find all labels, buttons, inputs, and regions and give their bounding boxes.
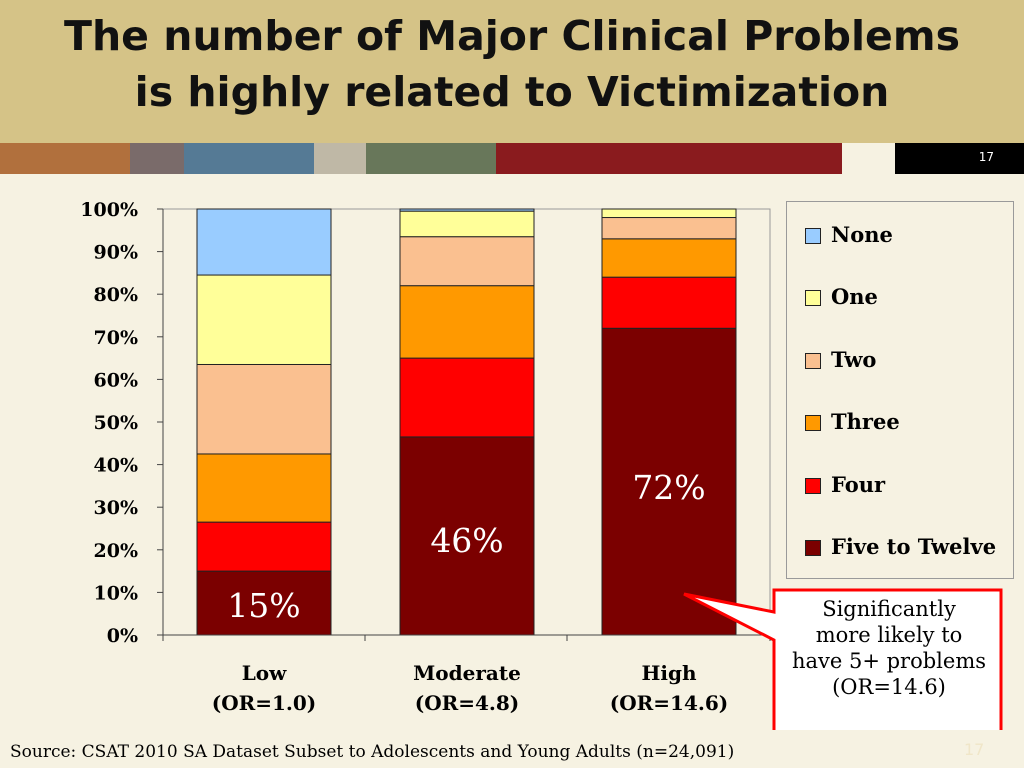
bar-segment xyxy=(399,357,535,438)
callout-line-2: more likely to xyxy=(815,623,963,647)
stripe-segment xyxy=(496,143,842,174)
bar-segment xyxy=(196,521,332,572)
x-tick-label: (OR=14.6) xyxy=(610,691,728,715)
stripe-segment xyxy=(314,143,366,174)
y-tick-label: 20% xyxy=(94,540,139,562)
bar-segment xyxy=(601,276,737,329)
stripe-segment xyxy=(130,143,184,174)
faint-slide-number: 17 xyxy=(964,740,985,759)
legend-label: Four xyxy=(831,472,886,497)
bar-segment xyxy=(601,208,737,219)
bar-segment xyxy=(399,208,535,212)
bar-segment xyxy=(601,238,737,278)
title-band xyxy=(0,0,1024,143)
stripe-segment xyxy=(184,143,314,174)
legend-label: None xyxy=(831,222,893,247)
bar-segment xyxy=(601,327,737,636)
y-tick-label: 100% xyxy=(80,199,138,221)
legend-swatch xyxy=(805,540,821,556)
bar-segment xyxy=(196,363,332,455)
bar-segment xyxy=(196,453,332,523)
data-label: 46% xyxy=(430,521,503,560)
legend-swatch xyxy=(805,290,821,306)
callout-line-4: (OR=14.6) xyxy=(832,675,946,699)
bar-segment xyxy=(399,285,535,359)
y-tick-label: 70% xyxy=(94,327,139,349)
y-tick-label: 80% xyxy=(94,284,139,306)
y-tick-label: 0% xyxy=(107,625,138,647)
y-tick-label: 10% xyxy=(94,582,139,604)
y-tick-label: 50% xyxy=(94,412,139,434)
legend-label: Five to Twelve xyxy=(831,534,997,559)
bar-segment xyxy=(196,274,332,365)
x-tick-label: Moderate xyxy=(413,661,521,685)
bar-segment xyxy=(196,208,332,276)
bar-segment xyxy=(196,570,332,636)
title-line-1: The number of Major Clinical Problems xyxy=(64,12,960,60)
x-tick-label: Low xyxy=(242,661,287,685)
legend-swatch xyxy=(805,478,821,494)
stacked-bar-chart: 0% 10% 20% 30% 40% 50% 60% 70% 80% 90% 100% Low (OR=… xyxy=(80,199,1003,730)
legend-swatch xyxy=(805,415,821,431)
data-label: 15% xyxy=(227,586,300,625)
bar-segment xyxy=(399,436,535,636)
y-tick-label: 90% xyxy=(94,242,139,264)
x-tick-label: (OR=1.0) xyxy=(212,691,317,715)
y-tick-label: 60% xyxy=(94,369,139,391)
stripe-segment xyxy=(366,143,496,174)
bar-segment xyxy=(601,217,737,240)
slide-number: 17 xyxy=(978,150,994,164)
source-note: Source: CSAT 2010 SA Dataset Subset to A… xyxy=(10,742,735,762)
callout-line-3: have 5+ problems xyxy=(791,649,987,673)
x-tick-label: High xyxy=(641,661,696,685)
y-tick-label: 40% xyxy=(94,455,139,477)
legend-swatch xyxy=(805,353,821,369)
y-tick-label: 30% xyxy=(94,497,139,519)
callout-line-1: Significantly xyxy=(822,597,956,621)
callout-text: Significantly more likely to have 5+ pro… xyxy=(778,596,1000,700)
legend-label: Two xyxy=(831,347,877,372)
bar-segment xyxy=(399,210,535,238)
legend-label: Three xyxy=(831,409,900,434)
bar-segment xyxy=(399,236,535,287)
chart-legend: None One Two Three Four Five to Twelve xyxy=(786,201,1014,579)
stripe-segment xyxy=(0,143,130,174)
slide-title: The number of Major Clinical Problems is… xyxy=(0,8,1024,120)
slide-number-box: 17 xyxy=(895,143,1024,174)
title-line-2: is highly related to Victimization xyxy=(134,68,890,116)
legend-label: One xyxy=(831,284,878,309)
data-label: 72% xyxy=(632,468,705,507)
x-tick-label: (OR=4.8) xyxy=(415,691,520,715)
legend-swatch xyxy=(805,228,821,244)
callout-box xyxy=(683,588,1003,730)
